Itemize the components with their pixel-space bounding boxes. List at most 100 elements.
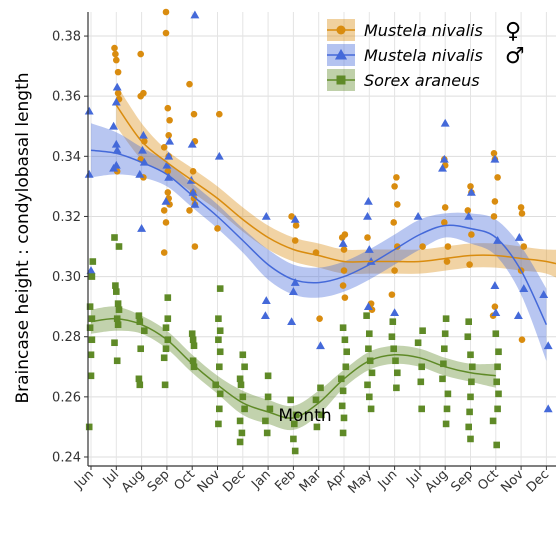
mustela-nivalis-female-point xyxy=(467,183,474,190)
mustela-nivalis-male-point xyxy=(316,341,325,350)
smoothed-fit-lines xyxy=(90,104,556,419)
x-tick-label: Apr xyxy=(323,467,350,494)
mustela-nivalis-male-point xyxy=(261,296,271,304)
mustela-nivalis-male-point xyxy=(137,224,147,232)
sorex-araneus-point xyxy=(318,411,325,419)
mustela-nivalis-male-point xyxy=(440,118,450,127)
mustela-nivalis-female-point xyxy=(186,80,193,88)
mustela-nivalis-female-point xyxy=(316,315,323,322)
sorex-araneus-point xyxy=(368,369,376,377)
sorex-araneus-point xyxy=(188,330,196,338)
y-axis-title: Braincase height : condylobasal length xyxy=(13,72,33,403)
x-tick-label: Feb xyxy=(272,467,299,494)
mustela-nivalis-female-point xyxy=(491,303,499,310)
sorex-araneus-point xyxy=(216,405,223,413)
legend-marker xyxy=(336,75,346,85)
mustela-nivalis-male-point xyxy=(490,154,500,163)
mustela-nivalis-female-point xyxy=(390,219,398,226)
mustela-nivalis-male-point xyxy=(543,341,553,350)
mustela-nivalis-female-point xyxy=(162,219,170,226)
x-tick-label: Dec xyxy=(524,467,552,495)
mustela-nivalis-male-point xyxy=(413,211,423,220)
sorex-araneus-point xyxy=(364,381,371,389)
mustela-nivalis-female-point xyxy=(164,189,172,196)
sorex-araneus-point xyxy=(492,330,500,338)
confidence-bands xyxy=(91,84,556,431)
mustela-nivalis-male-point xyxy=(261,211,271,220)
sorex-araneus-point xyxy=(162,345,170,353)
mustela-nivalis-female-point xyxy=(338,234,346,241)
sorex-araneus-point xyxy=(114,321,122,328)
legend-label: Sorex araneus xyxy=(364,71,480,90)
x-tick-label: Dec xyxy=(220,467,248,495)
sorex-araneus-point xyxy=(164,315,172,322)
mustela-nivalis-female-point xyxy=(388,291,396,298)
y-tick-label: 0.32 xyxy=(52,210,81,225)
sorex-araneus-point xyxy=(263,429,271,437)
sorex-araneus-point xyxy=(290,435,297,443)
mustela-nivalis-male-point xyxy=(161,196,171,205)
sorex-araneus-point xyxy=(215,420,222,428)
sorex-araneus-point xyxy=(291,420,298,428)
x-tick-label: Oct xyxy=(475,467,502,494)
sorex-araneus-point xyxy=(88,336,96,344)
legend-entry-sorex-araneus: Sorex araneus xyxy=(327,69,480,91)
mustela-nivalis-male-point xyxy=(187,139,197,148)
mustela-nivalis-male-point xyxy=(112,145,122,154)
mustela-nivalis-female-point xyxy=(160,207,168,214)
sorex-araneus-point xyxy=(236,375,244,383)
sorex-araneus-point xyxy=(439,375,446,383)
mustela-nivalis-female-point xyxy=(186,207,193,214)
mustela-nivalis-female-point xyxy=(364,234,371,241)
sorex-araneus-point xyxy=(115,243,123,250)
mustela-nivalis-male-point xyxy=(439,154,449,163)
sorex-araneus-point xyxy=(389,318,397,325)
mustela-nivalis-female-point xyxy=(160,249,168,256)
mustela-nivalis-female-point xyxy=(441,204,449,211)
sorex-araneus-point xyxy=(113,288,120,295)
y-tick-label: 0.24 xyxy=(52,450,81,465)
sorex-araneus-point xyxy=(468,378,475,386)
mustela-nivalis-female-point xyxy=(339,282,347,289)
sorex-araneus-point xyxy=(215,336,222,344)
sorex-araneus-point xyxy=(136,381,144,389)
mustela-nivalis-female-point xyxy=(391,267,398,274)
mustela-nivalis-female-point xyxy=(165,131,172,139)
mustela-nivalis-male-point xyxy=(466,187,476,196)
mustela-nivalis-female-point xyxy=(443,258,451,265)
sorex-araneus-point xyxy=(495,390,502,398)
mustela-nivalis-male-point xyxy=(464,211,474,220)
mustela-nivalis-female-point xyxy=(490,213,498,220)
mustela-nivalis-female-point xyxy=(137,92,144,100)
sorex-araneus-point xyxy=(312,396,320,404)
mustela-nivalis-male-point xyxy=(164,151,174,160)
mustela-nivalis-male-point xyxy=(111,139,121,148)
sorex-araneus-point xyxy=(115,306,123,313)
sorex-araneus-point xyxy=(464,333,472,341)
sorex-araneus-point xyxy=(216,285,224,292)
mustela-nivalis-female-point xyxy=(162,8,170,16)
legend-marker xyxy=(334,48,348,60)
sorex-araneus-point xyxy=(212,381,219,389)
sorex-araneus-point xyxy=(190,342,198,350)
mustela-nivalis-female-point xyxy=(112,50,119,58)
sorex-araneus-point xyxy=(494,405,501,413)
mustela-nivalis-female-point xyxy=(190,110,198,118)
legend-entry-mustela-nivalis-male: Mustela nivalis ♂ xyxy=(327,44,525,69)
sorex-araneus-point xyxy=(469,363,476,371)
sorex-araneus-point xyxy=(216,327,224,335)
mustela-nivalis-male-point xyxy=(288,287,298,295)
sorex-araneus-point xyxy=(241,363,248,371)
mustela-nivalis-male-point xyxy=(190,199,200,208)
mustela-nivalis-male-point xyxy=(260,311,270,320)
mustela-nivalis-male-point xyxy=(491,308,501,317)
sorex-araneus-point xyxy=(442,420,450,428)
mustela-nivalis-female-fit-line xyxy=(115,104,556,265)
mustela-nivalis-female-point xyxy=(340,267,348,274)
mustela-nivalis-female-point xyxy=(111,44,118,52)
sorex-araneus-point xyxy=(237,381,245,389)
sorex-araneus-point xyxy=(137,345,144,353)
mustela-nivalis-female-point xyxy=(419,243,426,250)
sorex-araneus-point xyxy=(495,348,502,356)
sorex-araneus-point xyxy=(266,405,274,413)
